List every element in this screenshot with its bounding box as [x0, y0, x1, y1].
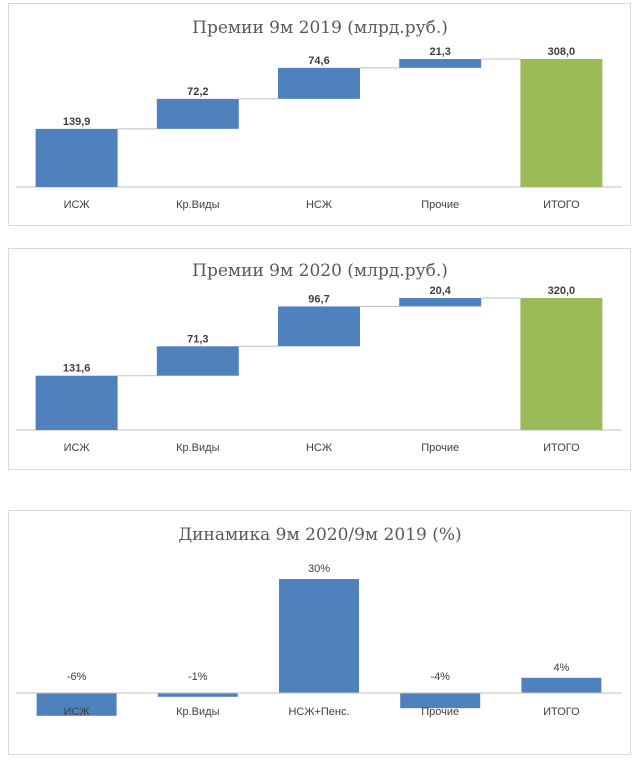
chart-title: Премии 9м 2020 (млрд.руб.) [192, 261, 448, 281]
bar [35, 375, 118, 430]
bar [278, 67, 360, 99]
data-label: 96,7 [308, 293, 329, 305]
chart-panel-premiums-2019: Премии 9м 2019 (млрд.руб.) 139,9 ИСЖ 72,2 К… [8, 3, 631, 226]
category-label: Кр.Виды [176, 442, 219, 454]
data-label: 139,9 [63, 116, 91, 128]
bar [156, 98, 239, 129]
data-label: 4% [553, 662, 569, 674]
data-label: 21,3 [429, 46, 450, 58]
chart-premiums-2020: Премии 9м 2020 (млрд.руб.) 131,6 ИСЖ 71,3 К… [16, 261, 622, 454]
bar [520, 59, 603, 187]
category-label: ИСЖ [64, 199, 90, 211]
data-label: 320,0 [548, 285, 576, 297]
category-label: Прочие [421, 706, 459, 718]
category-label: ИСЖ [64, 706, 90, 718]
bar [36, 693, 117, 716]
bar [279, 579, 359, 693]
category-label: НСЖ [306, 442, 332, 454]
chart-panel-dynamics: Динамика 9м 2020/9м 2019 (%) -6% ИСЖ -1% Кр… [8, 510, 631, 755]
category-label: НСЖ [306, 199, 332, 211]
category-label: ИТОГО [543, 442, 580, 454]
data-label: 71,3 [187, 333, 208, 345]
data-label: 72,2 [187, 86, 208, 98]
data-label: 30% [308, 563, 330, 575]
chart-title: Премии 9м 2019 (млрд.руб.) [192, 18, 448, 38]
bar [157, 693, 238, 697]
data-label: -1% [188, 671, 208, 683]
chart-title: Динамика 9м 2020/9м 2019 (%) [178, 525, 461, 545]
bar [399, 298, 482, 307]
bar [399, 59, 482, 68]
bar [35, 128, 118, 187]
category-label: Кр.Виды [176, 199, 219, 211]
category-label: НСЖ+Пенс. [288, 706, 349, 718]
data-label: 20,4 [429, 285, 451, 297]
category-label: Прочие [421, 442, 459, 454]
data-label: 308,0 [548, 46, 576, 58]
data-label: 131,6 [63, 363, 91, 375]
bar [278, 306, 360, 347]
data-label: -4% [430, 671, 450, 683]
bar [520, 298, 603, 430]
chart-premiums-2019: Премии 9м 2019 (млрд.руб.) 139,9 ИСЖ 72,2 К… [16, 18, 622, 211]
category-label: Кр.Виды [176, 706, 219, 718]
category-label: ИТОГО [543, 199, 580, 211]
chart-dynamics: Динамика 9м 2020/9м 2019 (%) -6% ИСЖ -1% Кр… [16, 525, 622, 718]
category-label: ИТОГО [543, 706, 580, 718]
data-label: -6% [67, 671, 87, 683]
data-label: 74,6 [308, 55, 329, 67]
bar [400, 693, 481, 709]
bar [521, 677, 602, 693]
bar [156, 346, 239, 376]
chart-panel-premiums-2020: Премии 9м 2020 (млрд.руб.) 131,6 ИСЖ 71,3 К… [8, 248, 631, 470]
category-label: Прочие [421, 199, 459, 211]
category-label: ИСЖ [64, 442, 90, 454]
